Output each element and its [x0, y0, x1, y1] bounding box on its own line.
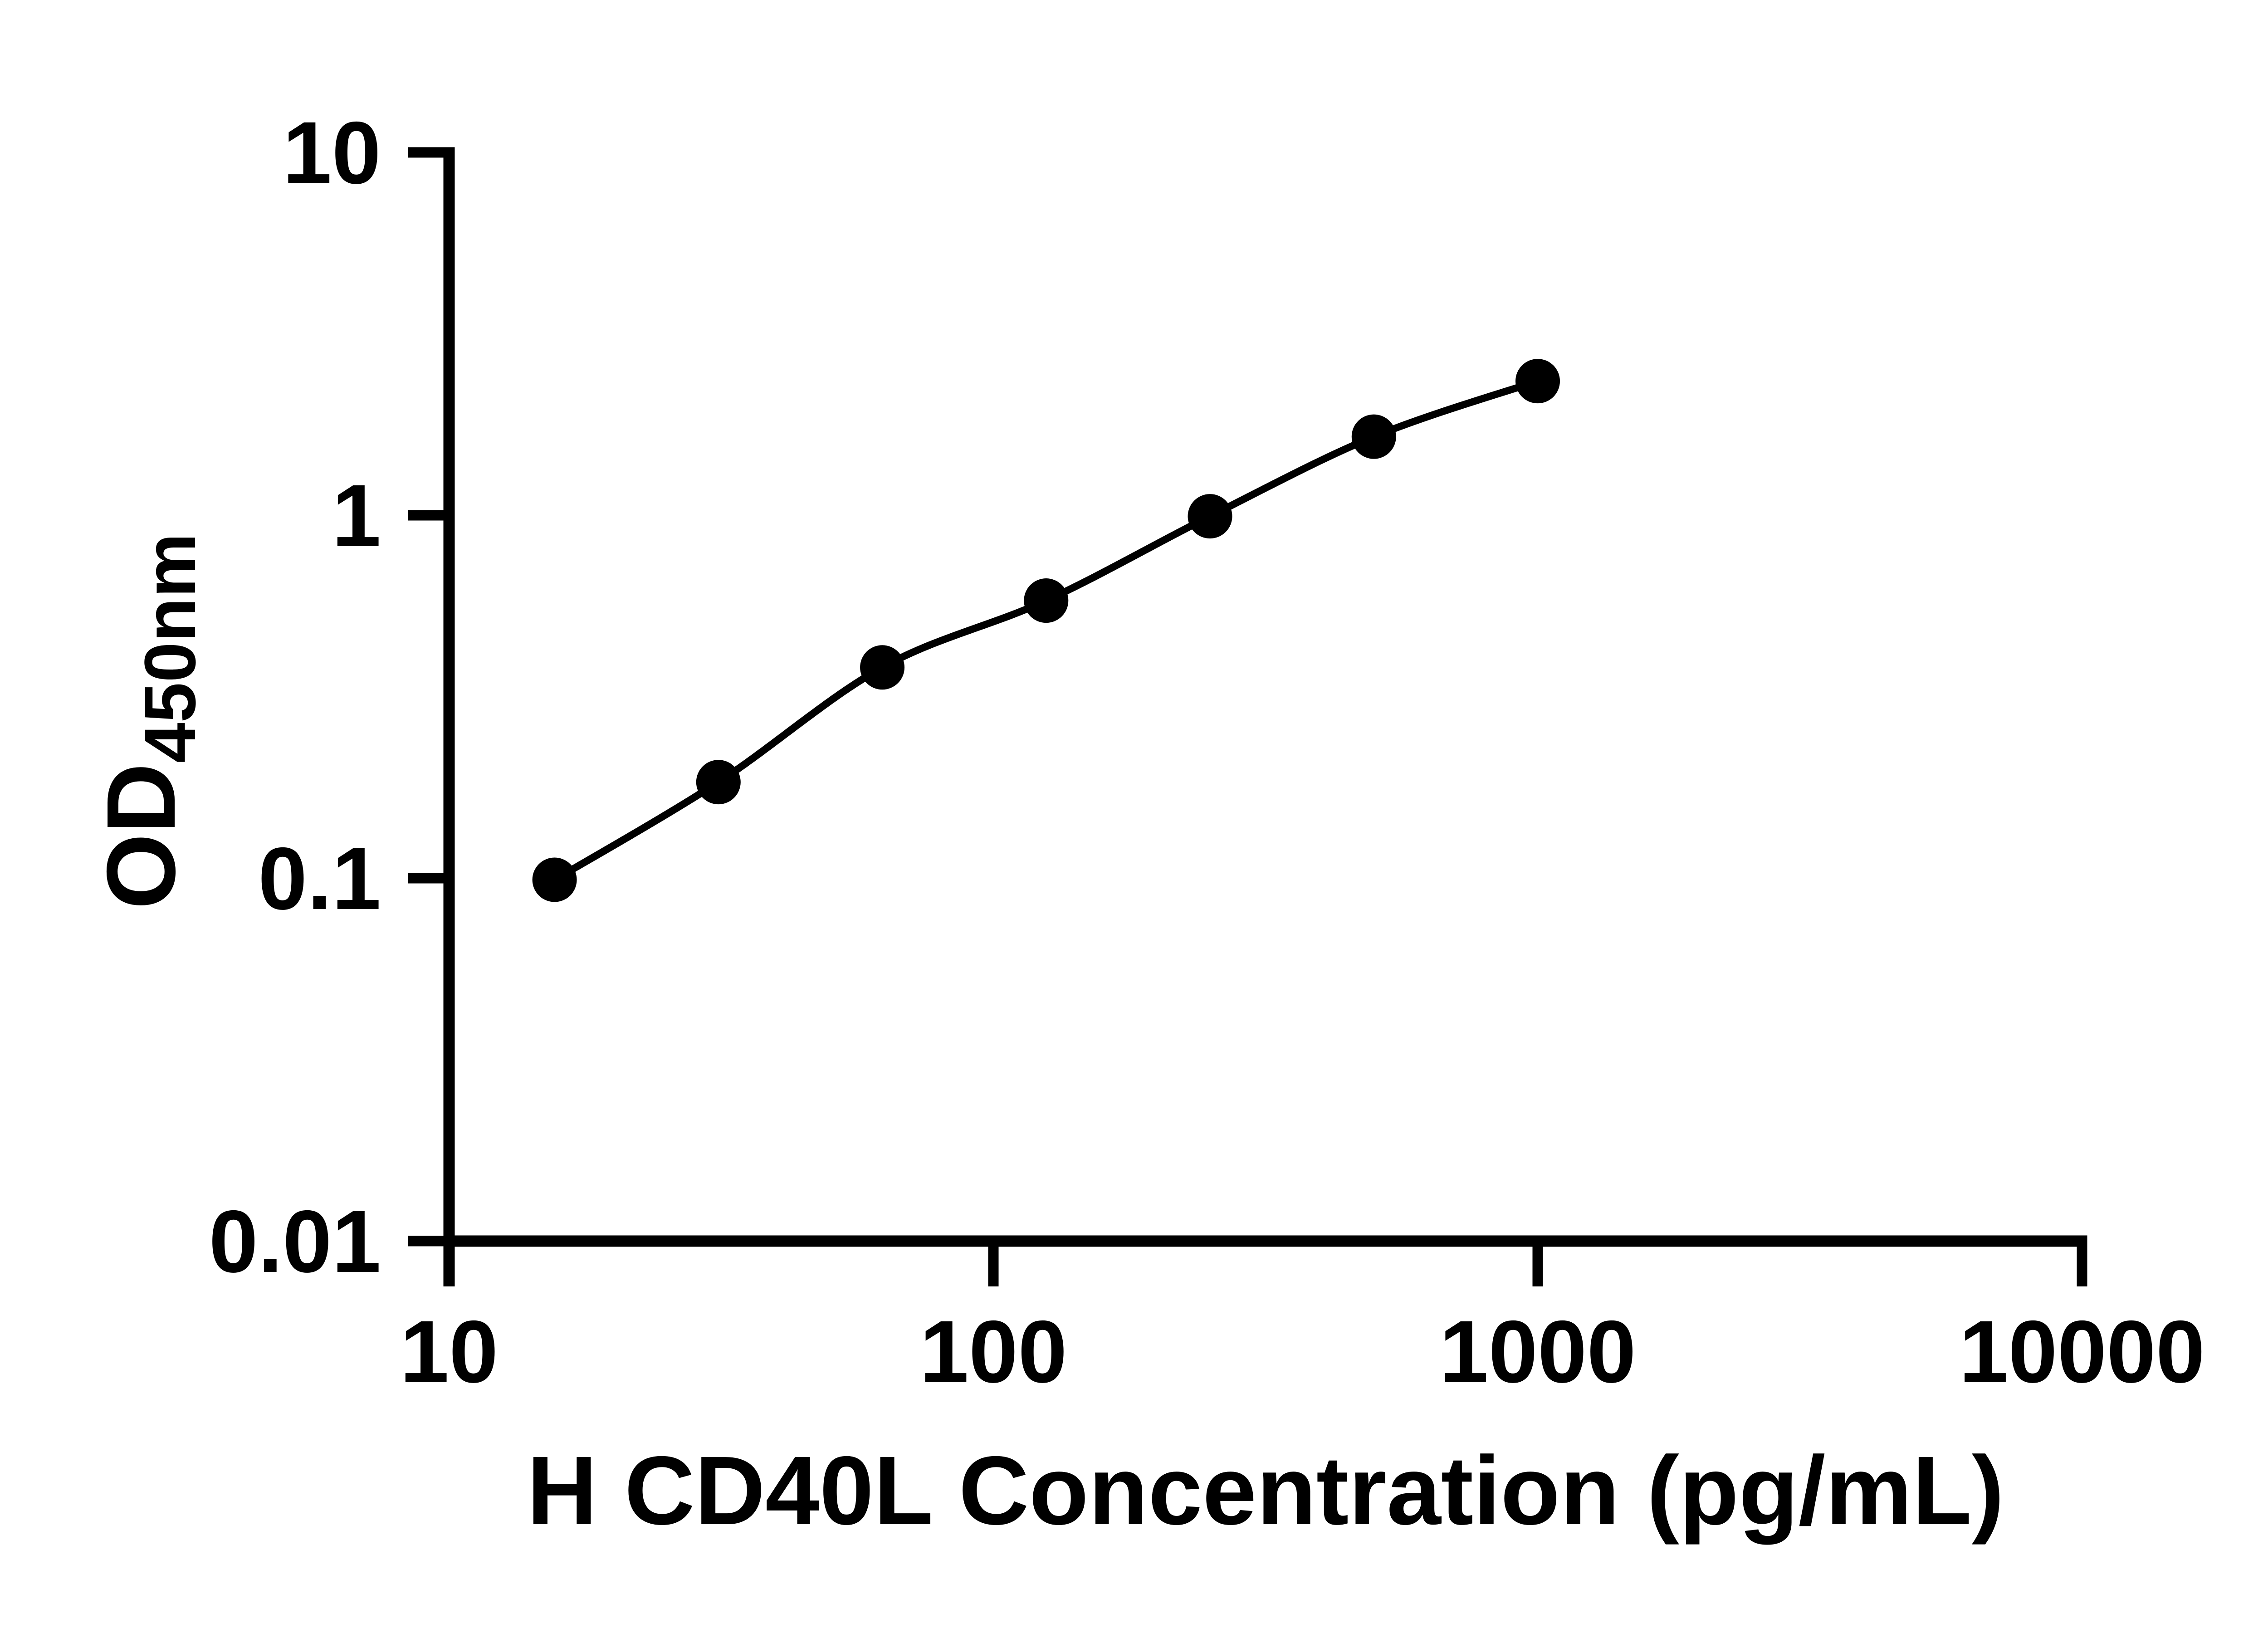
- x-tick-label: 1000: [1439, 1302, 1636, 1401]
- y-tick-label: 0.01: [209, 1192, 381, 1291]
- x-tick-label: 10000: [1959, 1302, 2205, 1401]
- y-axis-title-main: OD: [86, 763, 196, 909]
- y-axis-title-subscript: 450nm: [129, 533, 210, 763]
- y-tick-label: 1: [332, 466, 381, 565]
- data-point-marker: [1515, 359, 1560, 404]
- fit-curve: [552, 377, 1539, 883]
- data-point-marker: [696, 760, 741, 805]
- y-axis-title: OD450nm: [86, 533, 210, 909]
- data-point-marker: [860, 645, 905, 690]
- x-tick-label: 10: [400, 1302, 499, 1401]
- x-tick-label: 100: [919, 1302, 1067, 1401]
- data-point-marker: [1351, 414, 1396, 459]
- data-point-marker: [532, 857, 577, 902]
- y-tick-label: 0.1: [258, 829, 381, 928]
- x-axis-title: H CD40L Concentration (pg/mL): [527, 1436, 2004, 1545]
- data-point-marker: [1024, 578, 1069, 623]
- data-point-marker: [1188, 494, 1232, 539]
- y-tick-label: 10: [283, 103, 381, 202]
